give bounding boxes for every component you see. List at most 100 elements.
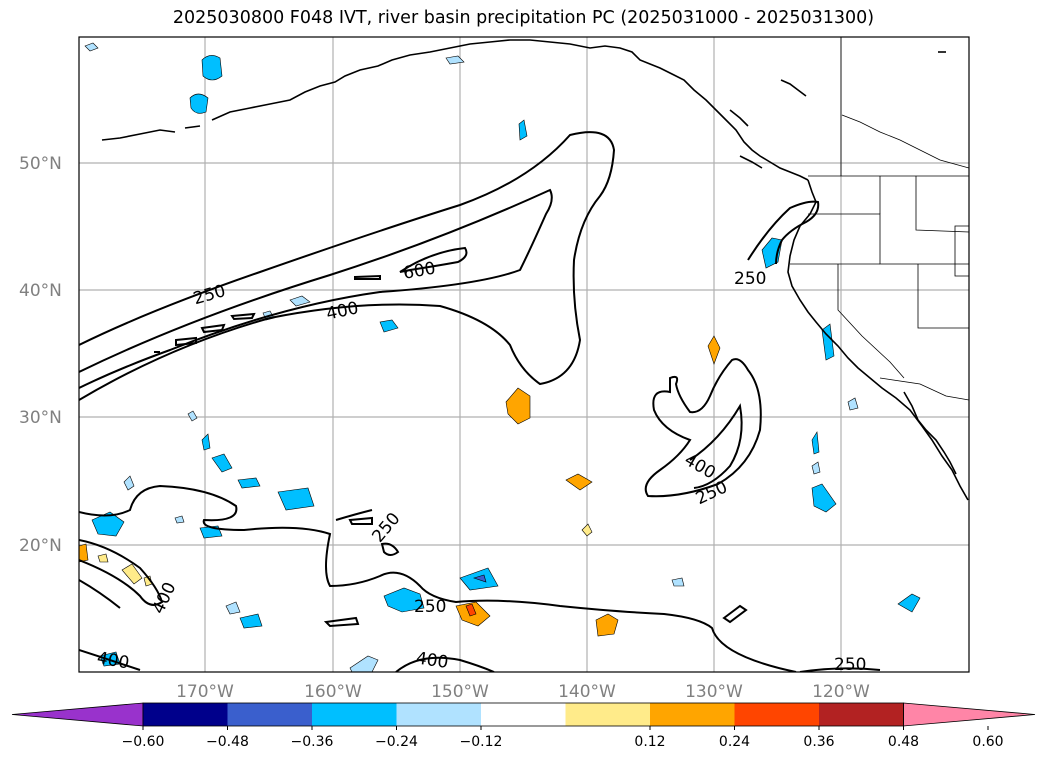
island [780, 79, 807, 97]
precip-patch-pos [121, 563, 143, 585]
precip-patch-pos [707, 335, 721, 365]
latitude-labels: 50°N 40°N 30°N 20°N [19, 154, 62, 556]
precip-patch-neg [518, 119, 528, 141]
state-border [954, 225, 969, 277]
precip-patch-pos [595, 613, 619, 637]
precip-patch-neg [239, 613, 263, 629]
ivt-contour-small [200, 323, 226, 334]
ivt-label-250-bottom: 250 [414, 597, 446, 617]
precip-patch-neg [289, 295, 311, 307]
ivt-contour-600-small [354, 274, 381, 280]
state-border [808, 213, 969, 265]
colorbar-segment [819, 703, 904, 726]
precip-patch-neg [189, 93, 209, 114]
ivt-contour-400-east [689, 403, 743, 489]
baja-coast [903, 391, 957, 475]
precip-patch-neg [811, 483, 837, 513]
colorbar-segment [312, 703, 397, 726]
colorbar-tick-label: 0.36 [803, 734, 834, 750]
ivt-contour-small [230, 312, 256, 321]
island [729, 109, 749, 127]
ivt-contour-small [380, 542, 400, 556]
colorbar-tick-label: 0.60 [972, 734, 1003, 750]
precip-patch-neg [383, 587, 425, 613]
ivt-label-250-coast: 250 [734, 269, 766, 289]
colorbar-segment [396, 703, 482, 726]
lat-label-40n: 40°N [19, 281, 62, 301]
chart-title: 2025030800 F048 IVT, river basin precipi… [172, 8, 875, 28]
precip-patch-neg [201, 433, 211, 451]
precip-patch-pos [465, 603, 477, 617]
precip-patch-neg [671, 577, 685, 587]
precip-patch-neg [84, 42, 99, 52]
state-border [841, 114, 969, 169]
ca-nv-border [837, 264, 905, 379]
precip-patch-neg [897, 593, 921, 613]
lon-label-140w: 140°W [558, 682, 616, 702]
precip-patch-neg [445, 55, 465, 65]
ivt-contours [79, 131, 881, 672]
lon-label-170w: 170°W [176, 682, 234, 702]
ivt-contour-small [323, 616, 360, 628]
precip-patch-neg [277, 487, 315, 511]
colorbar-segment [481, 703, 566, 726]
alaska-coast [101, 39, 809, 181]
ivt-contour-400-west [79, 539, 164, 606]
lon-label-160w: 160°W [304, 682, 362, 702]
precip-patch-pos [97, 553, 109, 563]
precip-patch-neg [174, 515, 185, 524]
island [739, 155, 763, 169]
colorbar-extend-high [903, 702, 1036, 727]
precip-patch-neg [211, 453, 233, 473]
longitude-labels: 170°W 160°W 150°W 140°W 130°W 120°W [176, 682, 870, 702]
lat-label-50n: 50°N [19, 154, 62, 174]
ivt-contour-250-bottom-right [799, 667, 881, 672]
precip-patch-neg [91, 511, 125, 537]
na-west-coast [787, 179, 969, 501]
precip-patch-neg [187, 410, 198, 422]
ivt-contour-small [348, 516, 373, 525]
colorbar-extend-low [11, 702, 144, 727]
ivt-label-250-bottom-right: 250 [834, 655, 866, 675]
colorbar-tick-label: −0.48 [206, 734, 249, 750]
ivt-contour-250-coast [747, 200, 820, 265]
precip-patch-neg [847, 397, 859, 411]
ivt-contour-250-south [79, 484, 797, 672]
precip-patch-pos [565, 473, 593, 491]
colorbar-tick-label: 0.48 [888, 734, 919, 750]
colorbar-tick-label: 0.24 [719, 734, 750, 750]
colorbar-segment [650, 703, 735, 726]
precip-patch-pos [505, 387, 531, 425]
lat-label-30n: 30°N [19, 408, 62, 428]
precip-patch-neg [811, 461, 821, 475]
precip-patch-neg [379, 319, 399, 333]
political-borders [790, 37, 969, 401]
ivt-contour-250-south-2 [335, 509, 373, 521]
precip-patch-pos [79, 543, 89, 563]
precip-patch-neg [811, 431, 820, 455]
colorbar-tick-label: −0.36 [291, 734, 334, 750]
state-border [915, 176, 969, 233]
precip-patch-neg [237, 477, 261, 489]
ivt-contour-400-north [79, 188, 553, 389]
colorbar-tick-label: −0.12 [460, 734, 503, 750]
ivt-contour-400-bottom-mid [395, 656, 495, 672]
lon-label-150w: 150°W [431, 682, 489, 702]
precip-patch-neg [349, 655, 379, 672]
colorbar-tick-label: −0.24 [375, 734, 418, 750]
ivt-label-400-bottom-mid: 400 [415, 649, 450, 673]
lat-label-20n: 20°N [19, 536, 62, 556]
colorbar-segment [734, 703, 820, 726]
lon-label-120w: 120°W [812, 682, 870, 702]
colorbar-outline [142, 702, 904, 727]
state-border [917, 264, 969, 329]
map-frame [78, 36, 970, 673]
colorbar-segment [227, 703, 313, 726]
precip-patch-neg [473, 574, 487, 583]
ivt-contour-250-east [644, 358, 762, 498]
ivt-contour-small [175, 336, 197, 347]
precip-patch-neg [201, 55, 223, 81]
ivt-contour-small [722, 604, 748, 624]
colorbar-segment [143, 703, 228, 726]
